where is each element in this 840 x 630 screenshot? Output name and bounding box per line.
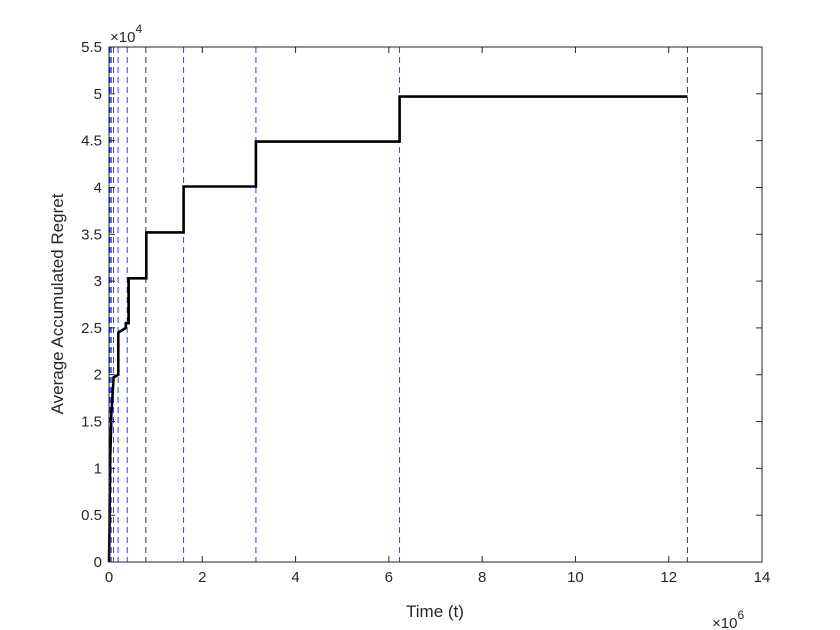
x-tick-label: 14 — [754, 569, 771, 586]
x-tick-label: 0 — [105, 569, 113, 586]
plot-background — [109, 47, 762, 562]
y-tick-label: 1.5 — [81, 414, 102, 431]
y-tick-label: 4.5 — [81, 133, 102, 150]
x-multiplier-base: ×10 — [712, 615, 737, 630]
y-tick-label: 0.5 — [81, 507, 102, 524]
y-tick-label: 3.5 — [81, 226, 102, 243]
plot-area — [109, 47, 762, 562]
y-tick-label: 2.5 — [81, 320, 102, 337]
series-line — [107, 95, 688, 563]
y-tick-label: 0 — [94, 554, 102, 571]
axes: 0 2 4 6 8 10 12 14 0 0.5 1 1.5 2 2.5 3 3.5 4 4.5 5 5.5 — [81, 39, 770, 586]
x-tick-label: 6 — [385, 569, 393, 586]
x-tick-label: 2 — [198, 569, 206, 586]
axes-box — [108, 46, 763, 563]
y-tick-label: 2 — [94, 367, 102, 384]
y-tick-label: 3 — [94, 273, 102, 290]
x-tick-label: 4 — [291, 569, 299, 586]
x-tick-label: 12 — [660, 569, 677, 586]
x-tick-label: 8 — [478, 569, 486, 586]
series-layer — [107, 95, 688, 563]
y-multiplier: ×104 — [110, 22, 142, 46]
y-tick-label: 1 — [94, 460, 102, 477]
y-multiplier-exponent: 4 — [135, 22, 142, 36]
y-tick-label: 5 — [94, 86, 102, 103]
y-multiplier-base: ×10 — [110, 29, 135, 46]
x-axis-label: Time (t) — [406, 602, 464, 621]
y-axis-label: Average Accumulated Regret — [48, 193, 67, 414]
y-tick-label: 4 — [94, 179, 102, 196]
y-tick-label: 5.5 — [81, 39, 102, 56]
x-tick-label: 10 — [567, 569, 584, 586]
x-multiplier: ×106 — [712, 608, 744, 630]
x-multiplier-exponent: 6 — [737, 608, 744, 622]
